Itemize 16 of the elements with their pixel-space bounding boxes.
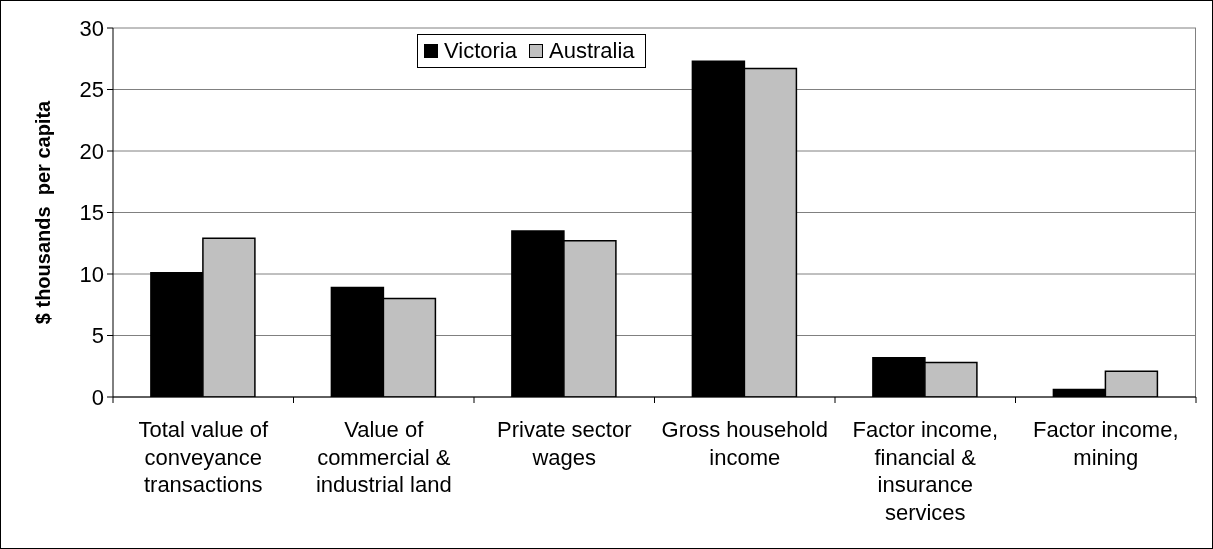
legend-label: Australia <box>548 38 635 64</box>
x-tick-label: Factor income, financial & insurance services <box>852 417 998 525</box>
x-tick-label: Value of commercial & industrial land <box>315 417 452 497</box>
x-tick-label: Factor income, mining <box>1033 417 1179 470</box>
y-tick-label: 5 <box>91 323 104 349</box>
legend-label: Victoria <box>444 38 517 64</box>
y-tick-label: 0 <box>91 384 104 410</box>
y-tick-label: 30 <box>79 15 104 41</box>
y-tick-label: 10 <box>79 261 104 287</box>
x-tick-label: Private sector wages <box>497 417 632 470</box>
x-tick-label: Total value of conveyance transactions <box>138 417 269 497</box>
x-tick-label: Gross household income <box>661 417 828 470</box>
y-tick-label: 25 <box>79 77 104 103</box>
y-tick-label: 15 <box>79 200 104 226</box>
y-tick-label: 20 <box>79 138 104 164</box>
y-axis-title: $ thousands per capita <box>32 99 54 325</box>
